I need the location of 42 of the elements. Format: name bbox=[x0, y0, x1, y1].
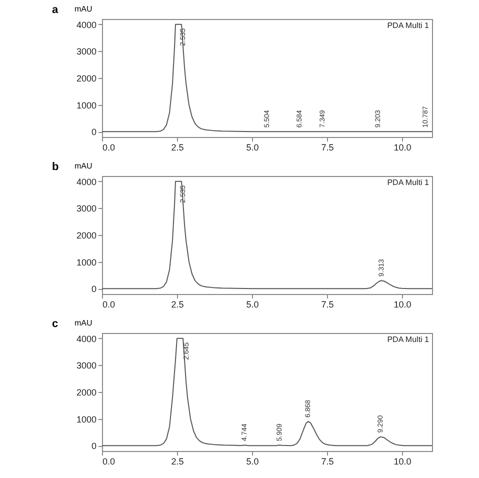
y-tick-label: 4000 bbox=[76, 176, 96, 187]
y-tick-label: 0 bbox=[91, 441, 96, 452]
line-series bbox=[102, 24, 432, 132]
y-axis-title: mAU bbox=[74, 162, 92, 170]
x-tick-label: 2.5 bbox=[171, 142, 184, 152]
x-tick-label: 5.0 bbox=[246, 142, 259, 152]
y-tick-label: 4000 bbox=[76, 20, 96, 30]
y-tick-label: 0 bbox=[91, 284, 96, 294]
x-tick-label: 7.5 bbox=[321, 456, 334, 466]
y-tick-label: 2000 bbox=[76, 388, 96, 398]
x-tick-label: 0.0 bbox=[102, 300, 116, 310]
x-tick-label: 0.0 bbox=[102, 456, 116, 466]
line-series bbox=[102, 338, 432, 446]
x-tick-label: 5.0 bbox=[246, 456, 259, 466]
y-tick-label: 0 bbox=[91, 127, 96, 138]
y-tick-label: 3000 bbox=[76, 46, 96, 57]
y-tick-label: 1000 bbox=[76, 257, 96, 268]
y-tick-label: 3000 bbox=[76, 204, 96, 214]
annotation: PDA Multi 1 bbox=[387, 178, 430, 187]
y-tick-label: 1000 bbox=[76, 100, 96, 110]
y-tick-label: 1000 bbox=[76, 414, 96, 424]
x-tick-label: 2.5 bbox=[171, 456, 184, 466]
chart-title: c bbox=[52, 318, 58, 330]
y-tick-label: 2000 bbox=[76, 74, 96, 84]
x-tick-label: 10.0 bbox=[394, 456, 412, 466]
annotation: PDA Multi 1 bbox=[387, 21, 430, 30]
x-tick-label: 0.0 bbox=[102, 142, 116, 152]
line-series bbox=[102, 180, 432, 290]
y-tick-label: 2000 bbox=[76, 230, 96, 240]
chart-title: b bbox=[52, 161, 59, 173]
y-axis-title: mAU bbox=[74, 4, 92, 14]
x-tick-label: 5.0 bbox=[246, 300, 259, 310]
y-tick-label: 4000 bbox=[76, 334, 96, 344]
x-tick-label: 7.5 bbox=[321, 300, 334, 310]
x-tick-label: 10.0 bbox=[394, 142, 412, 152]
y-tick-label: 3000 bbox=[76, 360, 96, 371]
x-tick-label: 2.5 bbox=[171, 300, 184, 310]
x-tick-label: 10.0 bbox=[394, 300, 412, 310]
chart-title: a bbox=[52, 4, 59, 16]
x-tick-label: 7.5 bbox=[321, 142, 334, 152]
y-axis-title: mAU bbox=[74, 318, 92, 328]
annotation: PDA Multi 1 bbox=[387, 335, 430, 344]
